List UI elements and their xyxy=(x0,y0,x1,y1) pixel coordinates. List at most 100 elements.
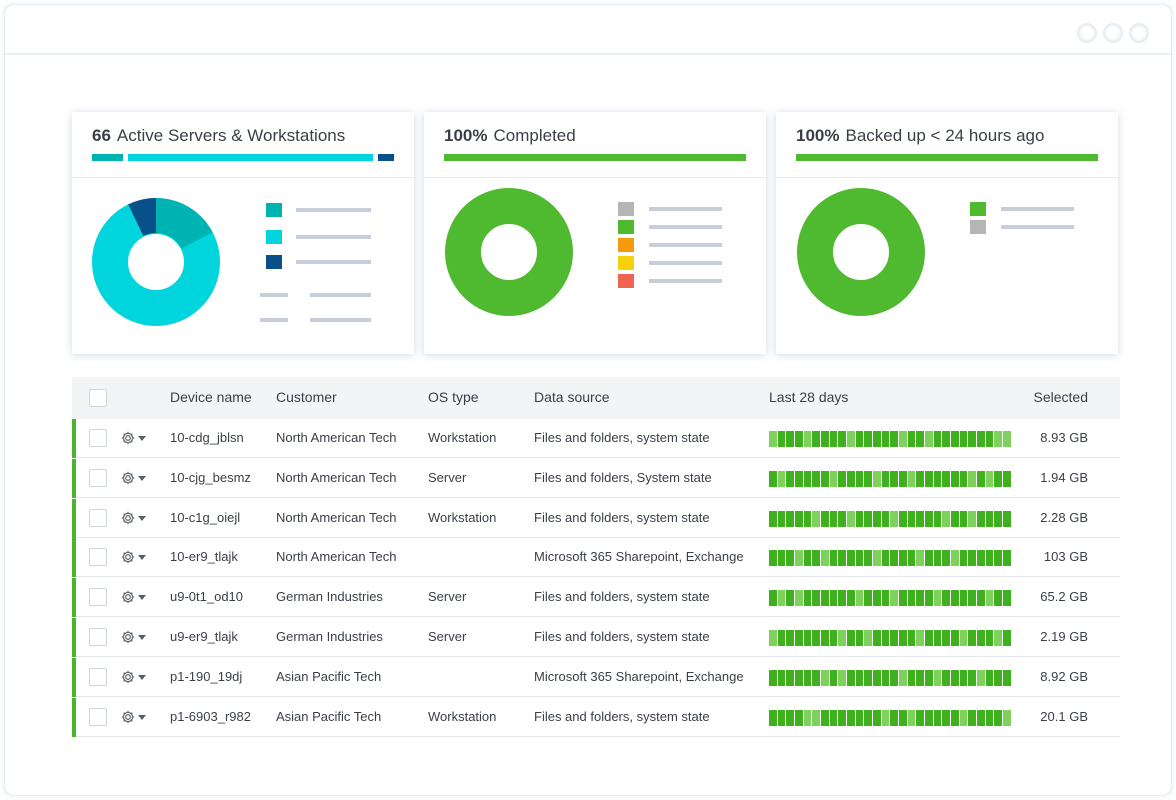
history-day-cell xyxy=(803,470,812,487)
history-day-cell xyxy=(977,550,985,567)
table-row[interactable]: 10-er9_tlajk North American Tech Microsoft… xyxy=(72,538,1120,578)
table-row[interactable]: p1-6903_r982 Asian Pacific Tech Workstatio… xyxy=(72,697,1120,737)
history-day-cell xyxy=(803,510,812,527)
history-day-cell xyxy=(769,431,777,447)
history-day-cell xyxy=(951,431,959,447)
history-day-cell xyxy=(933,709,942,726)
chevron-down-icon xyxy=(138,475,146,481)
customer-name: German Industries xyxy=(276,589,383,605)
window-control-close[interactable] xyxy=(1129,23,1149,43)
device-name[interactable]: 10-c1g_oiejl xyxy=(170,509,241,525)
column-header-last-28-days[interactable]: Last 28 days xyxy=(769,389,849,405)
history-day-cell xyxy=(899,431,907,447)
card-backed-up[interactable]: 100% Backed up < 24 hours ago xyxy=(776,112,1118,354)
device-name[interactable]: 10-er9_tlajk xyxy=(170,549,238,565)
table-row[interactable]: u9-0t1_od10 German Industries Server Files … xyxy=(72,578,1120,618)
segment-bar-1 xyxy=(92,154,123,161)
column-header-device-name[interactable]: Device name xyxy=(170,389,252,405)
window-titlebar xyxy=(5,5,1171,55)
table-header: Device name Customer OS type Data source… xyxy=(72,377,1120,419)
history-day-cell xyxy=(821,550,829,567)
column-header-os-type[interactable]: OS type xyxy=(428,389,479,405)
gear-menu-icon[interactable] xyxy=(120,430,150,446)
device-name[interactable]: u9-er9_tlajk xyxy=(170,629,238,644)
history-day-cell xyxy=(916,550,925,567)
card-active-devices[interactable]: 66 Active Servers & Workstations xyxy=(72,112,414,354)
legend-placeholder-line xyxy=(296,208,371,212)
table-row[interactable]: 10-cjg_besmz North American Tech Server Fil… xyxy=(72,458,1120,498)
data-source: Files and folders, system state xyxy=(534,589,710,605)
device-name[interactable]: 10-cjg_besmz xyxy=(170,469,251,485)
history-day-cell xyxy=(933,550,942,567)
row-checkbox[interactable] xyxy=(89,548,107,567)
column-header-data-source[interactable]: Data source xyxy=(534,389,610,405)
history-day-cell xyxy=(942,669,951,686)
card-label: Completed xyxy=(493,126,576,145)
history-day-cell xyxy=(803,431,812,447)
history-day-cell xyxy=(916,590,925,607)
window-control-minimize[interactable] xyxy=(1077,23,1097,43)
row-checkbox[interactable] xyxy=(89,508,107,527)
history-day-cell xyxy=(959,630,968,646)
history-day-cell xyxy=(864,590,873,607)
select-all-checkbox[interactable] xyxy=(89,389,107,407)
gear-menu-icon[interactable] xyxy=(120,470,150,486)
table-row[interactable]: 10-c1g_oiejl North American Tech Workstati… xyxy=(72,498,1120,538)
row-checkbox[interactable] xyxy=(89,628,107,646)
history-day-cell xyxy=(873,470,881,487)
row-checkbox[interactable] xyxy=(89,707,107,726)
table-row[interactable]: u9-er9_tlajk German Industries Server Files… xyxy=(72,618,1120,657)
status-indicator xyxy=(72,618,76,657)
row-checkbox[interactable] xyxy=(89,588,107,607)
row-checkbox[interactable] xyxy=(89,667,107,686)
card-title: 66 Active Servers & Workstations xyxy=(92,126,345,146)
history-day-cell xyxy=(916,510,925,527)
legend-placeholder-line xyxy=(296,235,371,239)
gear-menu-icon[interactable] xyxy=(120,669,150,685)
history-day-cell xyxy=(1003,550,1011,567)
device-name[interactable]: 10-cdg_jblsn xyxy=(170,430,244,445)
row-checkbox[interactable] xyxy=(89,468,107,487)
history-day-cell xyxy=(977,431,985,447)
completion-donut-chart xyxy=(445,188,573,316)
history-day-cell xyxy=(777,709,786,726)
segment-bar-2 xyxy=(128,154,373,161)
history-day-cell xyxy=(812,669,821,686)
history-day-cell xyxy=(942,590,951,607)
gear-menu-icon[interactable] xyxy=(120,510,150,526)
history-day-cell xyxy=(829,470,838,487)
history-day-cell xyxy=(951,510,959,527)
customer-name: Asian Pacific Tech xyxy=(276,708,382,724)
history-day-cell xyxy=(985,470,994,487)
history-day-cell xyxy=(899,550,907,567)
history-day-cell xyxy=(916,470,925,487)
card-completed[interactable]: 100% Completed xyxy=(424,112,766,354)
history-day-cell xyxy=(994,550,1003,567)
gear-menu-icon[interactable] xyxy=(120,709,150,725)
gear-menu-icon[interactable] xyxy=(120,549,150,565)
table-row[interactable]: 10-cdg_jblsn North American Tech Workstati… xyxy=(72,419,1120,458)
history-day-cell xyxy=(890,709,899,726)
history-day-cell xyxy=(864,669,873,686)
history-day-cell xyxy=(1003,669,1011,686)
card-label: Active Servers & Workstations xyxy=(116,126,346,145)
device-name[interactable]: p1-6903_r982 xyxy=(170,708,251,724)
gear-menu-icon[interactable] xyxy=(120,589,150,605)
history-day-cell xyxy=(855,470,864,487)
history-day-cell xyxy=(942,709,951,726)
device-name[interactable]: p1-190_19dj xyxy=(170,668,243,684)
selected-size: 103 GB xyxy=(1043,549,1088,565)
column-header-selected[interactable]: Selected xyxy=(1033,389,1088,405)
device-name[interactable]: u9-0t1_od10 xyxy=(170,589,244,605)
table-row[interactable]: p1-190_19dj Asian Pacific Tech Microsoft 3… xyxy=(72,657,1120,697)
device-type-donut-chart xyxy=(92,198,220,326)
gear-menu-icon[interactable] xyxy=(120,629,150,645)
history-day-cell xyxy=(855,669,864,686)
window-control-maximize[interactable] xyxy=(1103,23,1123,43)
backup-history-bar xyxy=(769,630,1011,646)
history-day-cell xyxy=(881,669,890,686)
column-header-customer[interactable]: Customer xyxy=(276,389,337,405)
history-day-cell xyxy=(968,510,977,527)
row-checkbox[interactable] xyxy=(89,429,107,447)
history-day-cell xyxy=(1003,709,1011,726)
